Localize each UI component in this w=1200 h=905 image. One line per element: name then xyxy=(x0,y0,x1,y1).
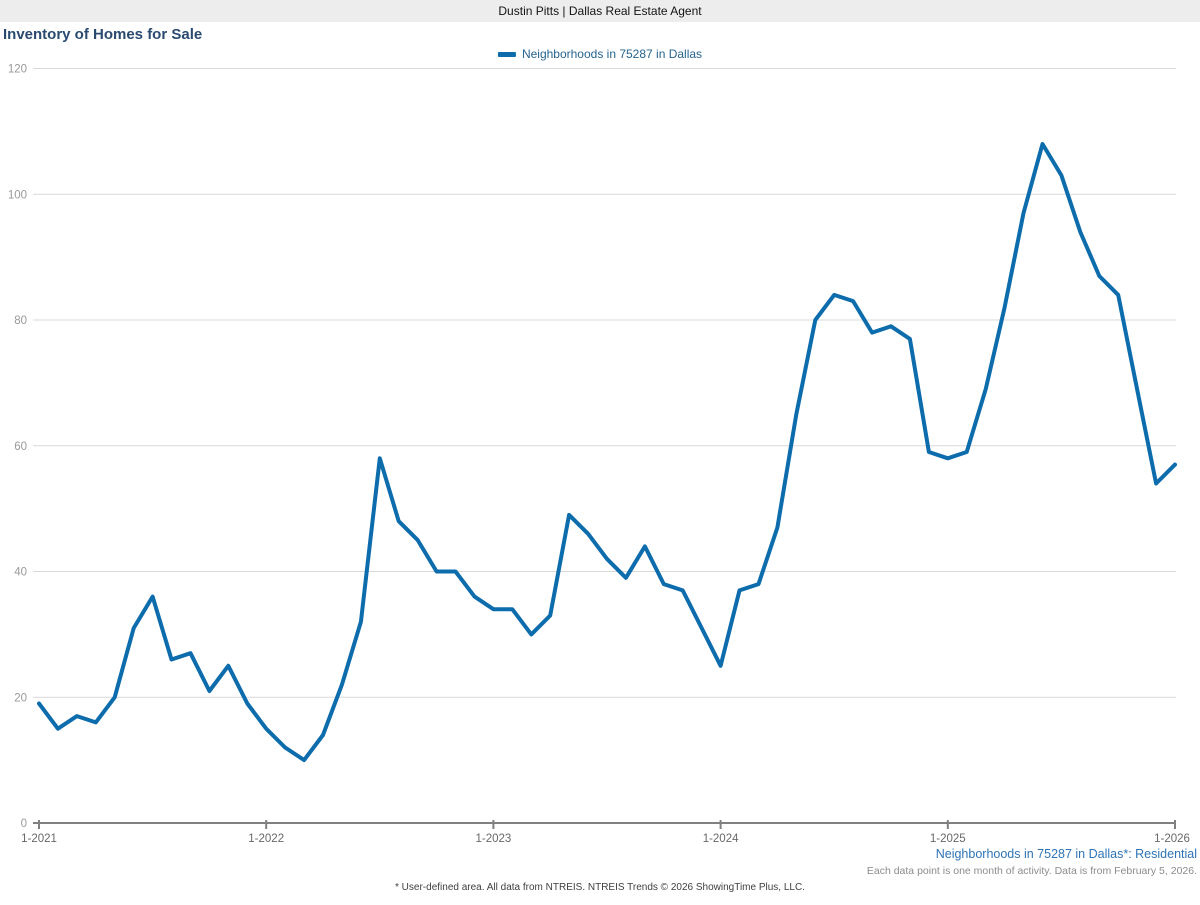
agent-banner: Dustin Pitts | Dallas Real Estate Agent xyxy=(0,0,1200,22)
footer-series-note: Neighborhoods in 75287 in Dallas*: Resid… xyxy=(935,847,1197,861)
svg-text:40: 40 xyxy=(14,567,27,579)
svg-text:1-2026: 1-2026 xyxy=(1154,833,1190,845)
footer-disclaimer: * User-defined area. All data from NTREI… xyxy=(395,882,805,893)
svg-text:1-2023: 1-2023 xyxy=(475,833,511,845)
svg-text:20: 20 xyxy=(14,692,27,704)
chart-legend: Neighborhoods in 75287 in Dallas xyxy=(497,47,703,61)
svg-text:60: 60 xyxy=(14,441,27,453)
agent-banner-text: Dustin Pitts | Dallas Real Estate Agent xyxy=(498,4,702,18)
legend-label: Neighborhoods in 75287 in Dallas xyxy=(521,47,703,61)
svg-text:1-2024: 1-2024 xyxy=(703,833,739,845)
legend-line-swatch xyxy=(497,51,516,57)
svg-text:1-2025: 1-2025 xyxy=(930,833,966,845)
svg-text:1-2022: 1-2022 xyxy=(248,833,284,845)
svg-text:80: 80 xyxy=(14,315,27,327)
footer-data-note: Each data point is one month of activity… xyxy=(866,865,1197,877)
svg-text:100: 100 xyxy=(8,189,27,201)
page-title: Inventory of Homes for Sale xyxy=(3,26,203,43)
svg-text:1-2021: 1-2021 xyxy=(21,833,57,845)
svg-text:0: 0 xyxy=(21,818,27,830)
svg-text:120: 120 xyxy=(8,64,27,76)
